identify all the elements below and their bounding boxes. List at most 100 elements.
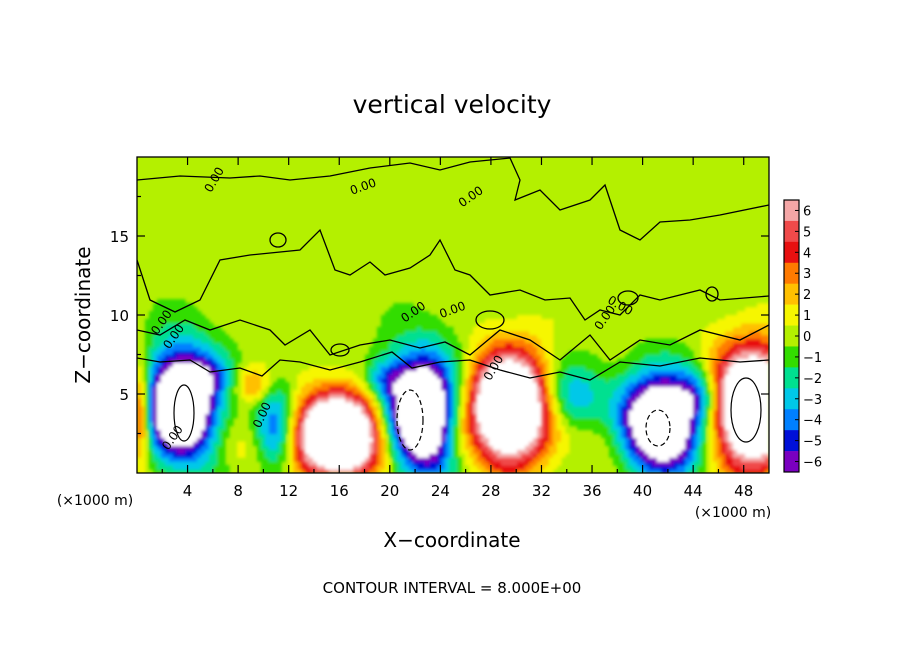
field-cell xyxy=(353,394,358,399)
field-cell xyxy=(525,358,530,363)
field-cell xyxy=(213,449,218,454)
field-cell xyxy=(477,326,482,332)
field-cell xyxy=(161,425,166,431)
field-cell xyxy=(153,307,158,312)
field-cell xyxy=(389,437,394,442)
field-cell xyxy=(757,338,762,344)
field-cell xyxy=(153,350,158,356)
field-cell xyxy=(309,386,314,391)
field-cell xyxy=(517,386,522,391)
field-cell xyxy=(469,449,474,454)
field-cell xyxy=(169,409,174,415)
field-cell xyxy=(633,350,638,356)
field-cell xyxy=(621,413,626,419)
field-cell xyxy=(333,437,338,442)
field-cell xyxy=(537,358,542,363)
field-cell xyxy=(329,421,334,427)
field-cell xyxy=(429,326,434,332)
field-cell xyxy=(681,453,686,458)
field-cell xyxy=(413,330,418,336)
field-cell xyxy=(513,445,518,450)
field-cell xyxy=(197,330,202,336)
field-cell xyxy=(453,394,458,399)
field-cell xyxy=(417,405,422,411)
field-cell xyxy=(289,441,294,446)
field-cell xyxy=(253,429,258,435)
field-cell xyxy=(377,370,382,375)
field-cell xyxy=(349,405,354,411)
field-cell xyxy=(525,374,530,379)
field-cell xyxy=(417,457,422,462)
field-cell xyxy=(757,346,762,352)
field-cell xyxy=(257,374,262,379)
field-cell xyxy=(405,465,410,470)
field-cell xyxy=(477,425,482,431)
field-cell xyxy=(293,413,298,419)
field-cell xyxy=(441,366,446,371)
field-cell xyxy=(417,374,422,379)
field-cell xyxy=(197,453,202,458)
field-cell xyxy=(341,374,346,379)
field-cell xyxy=(189,425,194,431)
field-cell xyxy=(753,366,758,371)
field-cell xyxy=(373,374,378,379)
field-cell xyxy=(525,457,530,462)
field-cell xyxy=(357,386,362,391)
field-cell xyxy=(685,374,690,379)
field-cell xyxy=(253,386,258,391)
field-cell xyxy=(677,461,682,466)
field-cell xyxy=(381,457,386,462)
field-cell xyxy=(425,354,430,360)
field-cell xyxy=(513,433,518,439)
field-cell xyxy=(137,449,142,454)
field-cell xyxy=(389,433,394,439)
field-cell xyxy=(185,334,190,340)
field-cell xyxy=(613,429,618,435)
field-cell xyxy=(501,354,506,360)
field-cell xyxy=(137,405,142,411)
field-cell xyxy=(241,449,246,454)
field-cell xyxy=(285,417,290,423)
field-cell xyxy=(529,346,534,352)
field-cell xyxy=(573,394,578,399)
field-cell xyxy=(353,437,358,442)
field-cell xyxy=(393,465,398,470)
field-cell xyxy=(141,413,146,419)
field-cell xyxy=(273,394,278,399)
field-cell xyxy=(641,441,646,446)
field-cell xyxy=(653,342,658,348)
field-cell xyxy=(729,318,734,324)
field-cell xyxy=(257,401,262,407)
field-cell xyxy=(389,354,394,360)
field-cell xyxy=(433,350,438,356)
field-cell xyxy=(625,397,630,403)
field-cell xyxy=(389,397,394,403)
field-cell xyxy=(269,405,274,411)
field-cell xyxy=(369,366,374,371)
field-cell xyxy=(177,445,182,450)
field-cell xyxy=(257,429,262,435)
field-cell xyxy=(545,378,550,383)
field-cell xyxy=(469,350,474,356)
field-cell xyxy=(725,322,730,328)
field-cell xyxy=(213,378,218,383)
field-cell xyxy=(665,453,670,458)
field-cell xyxy=(489,350,494,356)
field-cell xyxy=(369,401,374,407)
field-cell xyxy=(165,437,170,442)
field-cell xyxy=(645,394,650,399)
field-cell xyxy=(273,457,278,462)
field-cell xyxy=(681,366,686,371)
field-cell xyxy=(449,449,454,454)
field-cell xyxy=(381,318,386,324)
field-cell xyxy=(401,342,406,348)
field-cell xyxy=(597,366,602,371)
field-cell xyxy=(453,457,458,462)
field-cell xyxy=(545,382,550,387)
field-cell xyxy=(393,382,398,387)
field-cell xyxy=(737,354,742,360)
field-cell xyxy=(269,441,274,446)
field-cell xyxy=(397,413,402,419)
field-cell xyxy=(685,433,690,439)
field-cell xyxy=(389,370,394,375)
